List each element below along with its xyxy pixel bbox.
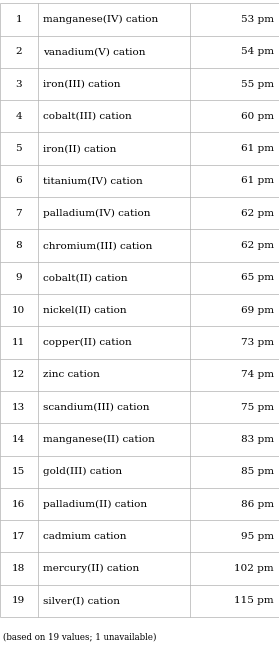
Text: 11: 11 [12, 338, 25, 347]
Text: 1: 1 [16, 15, 22, 24]
Text: mercury(II) cation: mercury(II) cation [43, 564, 139, 573]
Text: 61 pm: 61 pm [241, 144, 274, 153]
Text: cobalt(III) cation: cobalt(III) cation [43, 112, 131, 121]
Text: 19: 19 [12, 596, 25, 605]
Text: 73 pm: 73 pm [241, 338, 274, 347]
Text: 4: 4 [16, 112, 22, 121]
Text: 62 pm: 62 pm [241, 241, 274, 250]
Text: 7: 7 [16, 209, 22, 217]
Text: 14: 14 [12, 435, 25, 444]
Text: palladium(II) cation: palladium(II) cation [43, 500, 147, 509]
Text: 95 pm: 95 pm [241, 532, 274, 541]
Text: 12: 12 [12, 370, 25, 379]
Text: manganese(II) cation: manganese(II) cation [43, 435, 155, 444]
Text: 83 pm: 83 pm [241, 435, 274, 444]
Text: 10: 10 [12, 306, 25, 315]
Text: 86 pm: 86 pm [241, 500, 274, 509]
Text: 8: 8 [16, 241, 22, 250]
Text: 85 pm: 85 pm [241, 467, 274, 476]
Text: 74 pm: 74 pm [241, 370, 274, 379]
Text: zinc cation: zinc cation [43, 370, 100, 379]
Text: silver(I) cation: silver(I) cation [43, 596, 120, 605]
Text: 6: 6 [16, 176, 22, 185]
Text: cobalt(II) cation: cobalt(II) cation [43, 274, 127, 282]
Text: 102 pm: 102 pm [234, 564, 274, 573]
Text: 55 pm: 55 pm [241, 80, 274, 89]
Text: 17: 17 [12, 532, 25, 541]
Text: 9: 9 [16, 274, 22, 282]
Text: 16: 16 [12, 500, 25, 509]
Text: iron(II) cation: iron(II) cation [43, 144, 116, 153]
Text: scandium(III) cation: scandium(III) cation [43, 403, 149, 411]
Text: titanium(IV) cation: titanium(IV) cation [43, 176, 143, 185]
Text: 54 pm: 54 pm [241, 47, 274, 56]
Text: 61 pm: 61 pm [241, 176, 274, 185]
Text: 3: 3 [16, 80, 22, 89]
Text: 13: 13 [12, 403, 25, 411]
Text: 15: 15 [12, 467, 25, 476]
Text: 18: 18 [12, 564, 25, 573]
Text: chromium(III) cation: chromium(III) cation [43, 241, 152, 250]
Text: 5: 5 [16, 144, 22, 153]
Text: 65 pm: 65 pm [241, 274, 274, 282]
Text: vanadium(V) cation: vanadium(V) cation [43, 47, 145, 56]
Text: 2: 2 [16, 47, 22, 56]
Text: palladium(IV) cation: palladium(IV) cation [43, 209, 150, 218]
Text: (based on 19 values; 1 unavailable): (based on 19 values; 1 unavailable) [3, 632, 156, 641]
Text: manganese(IV) cation: manganese(IV) cation [43, 15, 158, 24]
Text: 60 pm: 60 pm [241, 112, 274, 121]
Text: 75 pm: 75 pm [241, 403, 274, 411]
Text: 53 pm: 53 pm [241, 15, 274, 24]
Text: cadmium cation: cadmium cation [43, 532, 126, 541]
Text: 69 pm: 69 pm [241, 306, 274, 315]
Text: gold(III) cation: gold(III) cation [43, 467, 122, 476]
Text: nickel(II) cation: nickel(II) cation [43, 306, 126, 315]
Text: iron(III) cation: iron(III) cation [43, 80, 120, 89]
Text: copper(II) cation: copper(II) cation [43, 338, 131, 347]
Text: 62 pm: 62 pm [241, 209, 274, 217]
Text: 115 pm: 115 pm [234, 596, 274, 605]
